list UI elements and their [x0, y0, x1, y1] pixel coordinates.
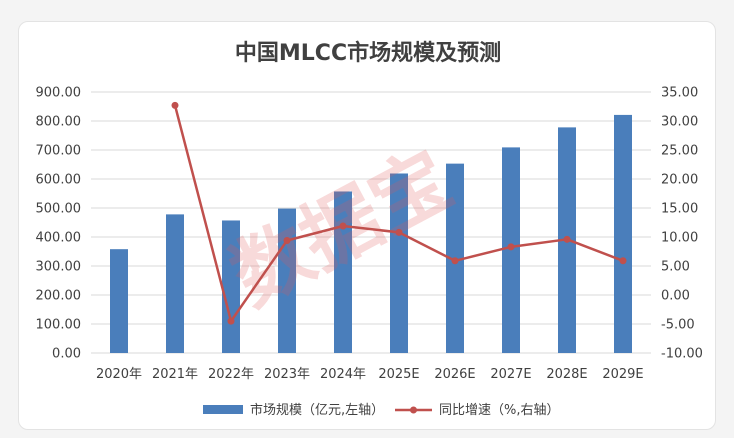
left-tick-label: 800.00 — [36, 115, 82, 130]
x-tick-label: 2027E — [490, 367, 531, 382]
left-tick-label: 300.00 — [36, 260, 82, 275]
legend-line-label: 同比增速（%,右轴） — [439, 403, 560, 418]
right-tick-label: -5.00 — [661, 318, 695, 333]
x-tick-label: 2020年 — [96, 367, 142, 382]
bar — [614, 114, 632, 353]
right-tick-label: 10.00 — [661, 231, 698, 246]
x-tick-label: 2025E — [378, 367, 419, 382]
chart-svg: 中国MLCC市场规模及预测 数据宝 0.00100.00200.00300.00… — [36, 40, 703, 418]
gridlines — [91, 91, 651, 354]
bar — [222, 220, 240, 353]
x-tick-label: 2029E — [602, 367, 643, 382]
right-tick-label: 20.00 — [661, 173, 698, 188]
legend: 市场规模（亿元,左轴） 同比增速（%,右轴） — [203, 402, 560, 418]
right-tick-label: -10.00 — [661, 347, 703, 362]
line-point — [171, 101, 179, 109]
right-tick-label: 0.00 — [661, 289, 690, 304]
right-tick-label: 30.00 — [661, 115, 698, 130]
line-point — [227, 317, 235, 325]
bar — [334, 191, 352, 353]
x-tick-label: 2021年 — [152, 367, 198, 382]
x-axis: 2020年 2021年 2022年 2023年 2024年 2025E 2026E 2027E… — [96, 367, 644, 382]
line-point — [451, 257, 459, 265]
line-point — [563, 235, 571, 243]
bar — [390, 173, 408, 353]
left-axis: 0.00 100.00 200.00 300.00 400.00 500.00 600.00… — [36, 86, 82, 362]
right-tick-label: 15.00 — [661, 202, 698, 217]
x-tick-label: 2024年 — [320, 367, 366, 382]
line-point — [395, 228, 403, 236]
left-tick-label: 500.00 — [36, 202, 82, 217]
line-series — [171, 101, 627, 325]
legend-bar-swatch — [203, 405, 243, 414]
x-tick-label: 2023年 — [264, 367, 310, 382]
chart-title: 中国MLCC市场规模及预测 — [235, 40, 501, 66]
right-tick-label: 35.00 — [661, 86, 698, 101]
line-point — [619, 257, 627, 265]
line-point — [507, 243, 515, 251]
left-tick-label: 0.00 — [52, 347, 81, 362]
left-tick-label: 700.00 — [36, 144, 82, 159]
line-point — [339, 222, 347, 230]
line-point — [283, 236, 291, 244]
left-tick-label: 100.00 — [36, 318, 82, 333]
legend-bar-label: 市场规模（亿元,左轴） — [250, 402, 384, 418]
left-tick-label: 200.00 — [36, 289, 82, 304]
bar — [166, 214, 184, 353]
x-tick-label: 2026E — [434, 367, 475, 382]
legend-line-marker — [410, 406, 417, 414]
x-tick-label: 2028E — [546, 367, 587, 382]
bar — [110, 249, 128, 353]
chart-card: 中国MLCC市场规模及预测 数据宝 0.00 100.00 200.00 300.00… — [18, 21, 716, 430]
right-axis: -10.00 -5.00 0.00 5.00 10.00 15.00 20.00 25.00 3… — [661, 86, 703, 362]
right-tick-label: 25.00 — [661, 144, 698, 159]
right-tick-label: 5.00 — [661, 260, 690, 275]
left-tick-label: 600.00 — [36, 173, 82, 188]
bar — [278, 208, 296, 353]
left-tick-label: 900.00 — [36, 86, 82, 101]
x-tick-label: 2022年 — [208, 367, 254, 382]
left-tick-label: 400.00 — [36, 231, 82, 246]
